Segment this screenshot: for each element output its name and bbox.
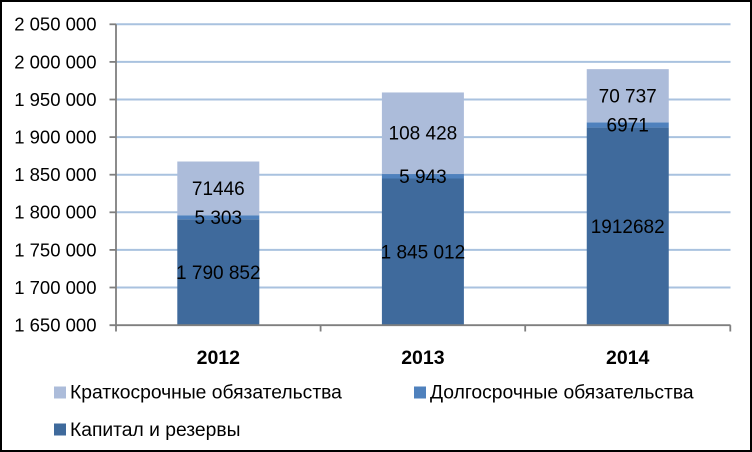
svg-text:1 845 012: 1 845 012: [381, 243, 466, 264]
svg-text:1 850 000: 1 850 000: [14, 164, 96, 185]
svg-text:70 737: 70 737: [599, 86, 657, 107]
svg-text:2013: 2013: [401, 347, 445, 369]
svg-text:71446: 71446: [192, 179, 245, 200]
svg-text:Долгосрочные обязательства: Долгосрочные обязательства: [430, 382, 694, 403]
svg-text:5 303: 5 303: [195, 208, 243, 229]
svg-text:1 950 000: 1 950 000: [14, 89, 96, 110]
svg-text:108 428: 108 428: [389, 123, 458, 144]
svg-text:1912682: 1912682: [591, 217, 665, 238]
svg-text:2 050 000: 2 050 000: [14, 14, 96, 35]
svg-text:5 943: 5 943: [399, 167, 447, 188]
svg-text:Краткосрочные обязательства: Краткосрочные обязательства: [70, 382, 342, 403]
svg-text:6971: 6971: [607, 116, 649, 137]
svg-text:1 750 000: 1 750 000: [14, 239, 96, 260]
svg-text:1 790 852: 1 790 852: [176, 263, 261, 284]
svg-text:2 000 000: 2 000 000: [14, 51, 96, 72]
svg-text:1 900 000: 1 900 000: [14, 127, 96, 148]
svg-text:Капитал и резервы: Капитал и резервы: [70, 420, 240, 441]
svg-text:1 700 000: 1 700 000: [14, 277, 96, 298]
svg-text:2012: 2012: [197, 347, 241, 369]
svg-text:1 800 000: 1 800 000: [14, 202, 96, 223]
svg-text:2014: 2014: [606, 347, 650, 369]
svg-text:1 650 000: 1 650 000: [14, 315, 96, 336]
